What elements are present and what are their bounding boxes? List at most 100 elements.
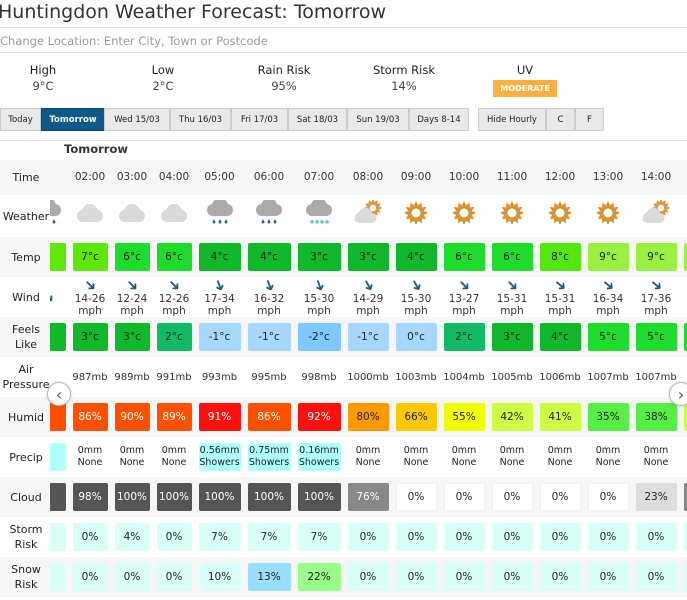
sun-icon xyxy=(495,200,529,232)
precip-value xyxy=(684,443,687,471)
cell-humid: 92% xyxy=(294,397,344,437)
cell-precip: 0.16mm Showers xyxy=(294,437,344,477)
tab-f[interactable]: F xyxy=(575,108,604,131)
cell-wind: ➜ 13-27 mph xyxy=(440,277,488,317)
cell-temp: 6°c xyxy=(440,237,488,277)
wind-unit: mph xyxy=(257,304,281,317)
precip-type: Showers xyxy=(199,457,240,468)
precip-value: 0mm None xyxy=(492,443,533,471)
cell-precip: 0mm None xyxy=(111,437,153,477)
precip-type: None xyxy=(119,457,145,468)
cell-feels: 3°c xyxy=(111,317,153,357)
tab-today[interactable]: Today xyxy=(0,108,41,131)
snow-value: 0% xyxy=(72,563,108,591)
cell-feels: 4°c xyxy=(536,317,584,357)
row-humid: Humid 86% 90% 89% 91% 86% 92% 80% 66% 55% 42% 41% 35… xyxy=(0,397,687,437)
temp-value: 6°c xyxy=(443,243,485,271)
cell-humid: 86% xyxy=(69,397,111,437)
pressure-value: 1007mb xyxy=(587,371,629,383)
tab-wed-15-03[interactable]: Wed 15/03 xyxy=(104,108,170,131)
precip-amount: 0mm xyxy=(547,445,573,456)
tab-thu-16-03[interactable]: Thu 16/03 xyxy=(170,108,231,131)
cell-snow: 0% xyxy=(632,557,680,597)
rain-cloud-icon xyxy=(203,198,237,232)
precip-type: None xyxy=(161,457,187,468)
tab-hide-hourly[interactable]: Hide Hourly xyxy=(478,108,546,131)
humid-value: 66% xyxy=(395,403,437,431)
pressure-value: 987mb xyxy=(72,371,108,383)
uv-badge: MODERATE xyxy=(493,80,557,97)
cell-weather xyxy=(584,195,632,237)
pressure-value: 1005mb xyxy=(491,371,533,383)
cell-snow: 22% xyxy=(294,557,344,597)
tab-sun-19-03[interactable]: Sun 19/03 xyxy=(347,108,409,131)
wind-direction-arrow-icon: ➜ xyxy=(308,277,331,294)
snow-value: 0% xyxy=(395,563,437,591)
cell-weather xyxy=(536,195,584,237)
wind-speed: 17-36 xyxy=(640,292,672,305)
cloud-value: 0% xyxy=(395,483,437,511)
tab-sat-18-03[interactable]: Sat 18/03 xyxy=(288,108,347,131)
temp-value: 8°c xyxy=(539,243,581,271)
precip-amount: 0mm xyxy=(403,445,429,456)
cloud-value: 0% xyxy=(539,483,581,511)
temp-value: 9°c xyxy=(587,243,629,271)
cell-weather xyxy=(50,195,69,237)
wind-value: ➜ 16-32 mph xyxy=(254,277,285,317)
feels-value xyxy=(683,323,687,351)
tab-days-8-14[interactable]: Days 8-14 xyxy=(409,108,469,131)
cell-temp: 4°c xyxy=(244,237,294,277)
cloud-value xyxy=(683,483,687,511)
temp-value xyxy=(683,243,687,271)
summary-label: Storm Risk xyxy=(372,63,436,77)
location-search-input[interactable] xyxy=(0,31,687,51)
cell-snow: 0% xyxy=(69,557,111,597)
row-temp: Temp 7°c 6°c 6°c 4°c 4°c 3°c 3°c 4°c 6°c 6°c 8°c 9°c… xyxy=(0,237,687,277)
temp-value: 3°c xyxy=(347,243,389,271)
row-label-cloud: Cloud xyxy=(10,490,42,504)
tab-c[interactable]: C xyxy=(546,108,575,131)
wind-value: ➜ 15-30 mph xyxy=(304,277,335,317)
storm-value: 0% xyxy=(156,523,192,551)
summary-uv: UV MODERATE xyxy=(470,63,580,97)
pressure-value: 995mb xyxy=(251,371,287,383)
cell-feels: -1°c xyxy=(195,317,244,357)
sun-icon xyxy=(399,200,433,232)
snow-value: 0% xyxy=(491,563,533,591)
cloud-value: 100% xyxy=(156,483,192,511)
cell-humid: 80% xyxy=(344,397,392,437)
storm-value: 0% xyxy=(491,523,533,551)
temp-value xyxy=(50,243,66,271)
row-storm: Storm Risk 0% 4% 0% 7% 7% 7% 0% 0% 0% 0% 0% 0% 0% xyxy=(0,517,687,557)
summary-value: 14% xyxy=(391,79,417,93)
scroll-left-button[interactable]: ‹ xyxy=(47,382,71,406)
cloud-value: 23% xyxy=(635,483,677,511)
cell-precip: 0mm None xyxy=(584,437,632,477)
humid-value: 42% xyxy=(491,403,533,431)
cell-wind: ➜ 14-26 mph xyxy=(69,277,111,317)
tab-tomorrow[interactable]: Tomorrow xyxy=(41,108,105,131)
wind-value: ➜ 17-34 mph xyxy=(204,277,235,317)
cell-storm: 7% xyxy=(294,517,344,557)
time-header xyxy=(680,160,687,195)
pressure-value: 1003mb xyxy=(395,371,437,383)
row-label-weather: Weather xyxy=(2,209,50,223)
wind-speed: 14-26 xyxy=(74,292,106,305)
feels-value: 3°c xyxy=(491,323,533,351)
cell-feels: 2°c xyxy=(440,317,488,357)
cell-cloud: 98% xyxy=(69,477,111,517)
cell-humid: 66% xyxy=(392,397,440,437)
page-title: Huntingdon Weather Forecast: Tomorrow xyxy=(0,1,387,23)
precip-amount: 0mm xyxy=(499,445,525,456)
scroll-right-button[interactable]: › xyxy=(669,382,687,406)
summary-label: Rain Risk xyxy=(257,63,311,77)
cell-wind: ➜ 12-26 mph xyxy=(153,277,195,317)
time-header: 12:00 xyxy=(544,171,576,183)
summary-low: Low 2°C xyxy=(108,63,218,93)
cell-temp: 6°c xyxy=(153,237,195,277)
storm-value: 4% xyxy=(114,523,150,551)
precip-type: None xyxy=(355,457,381,468)
storm-value: 7% xyxy=(297,523,341,551)
tab-fri-17-03[interactable]: Fri 17/03 xyxy=(231,108,288,131)
wind-direction-arrow-icon: ➜ xyxy=(258,277,281,294)
